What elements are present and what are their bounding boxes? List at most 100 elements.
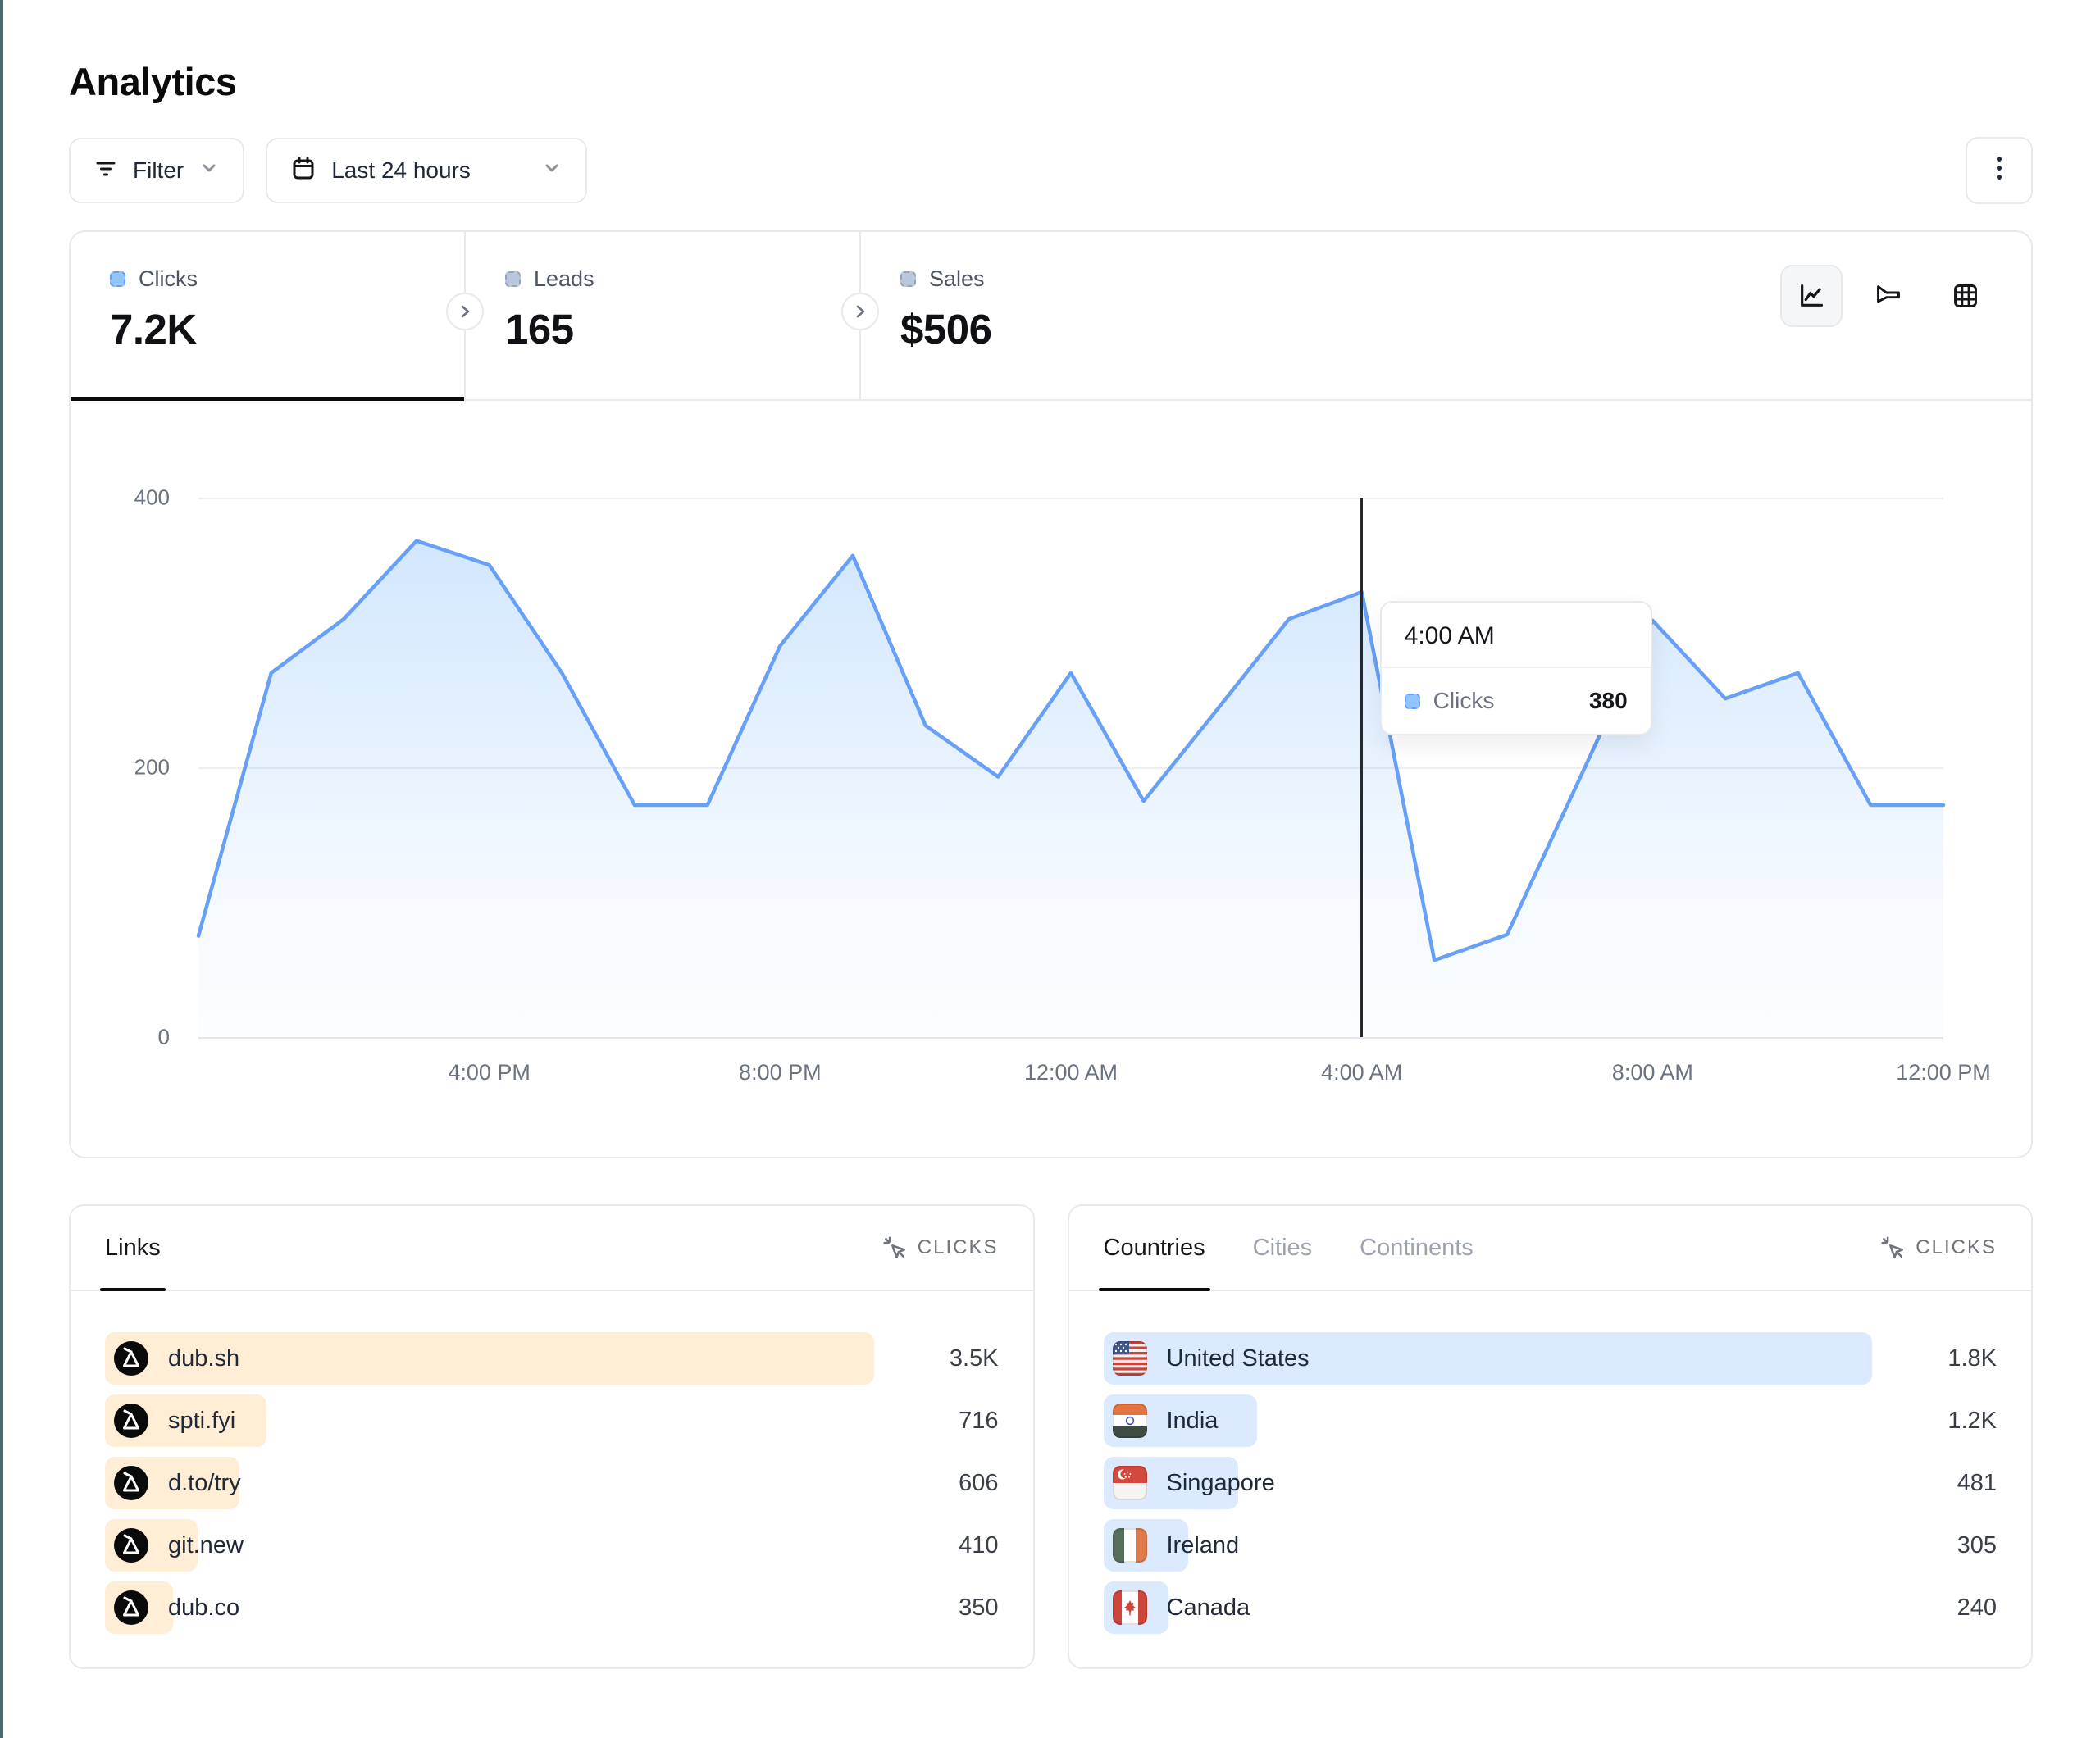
cursor-click-icon	[883, 1236, 905, 1259]
y-axis-tick: 200	[134, 754, 170, 780]
x-axis-line	[198, 1037, 1943, 1039]
country-name: India	[1166, 1407, 1219, 1434]
sales-value: $506	[900, 306, 992, 353]
link-name: git.new	[168, 1531, 244, 1558]
country-name: Ireland	[1166, 1531, 1240, 1558]
link-clicks: 3.5K	[949, 1344, 999, 1372]
country-name: Singapore	[1166, 1469, 1275, 1496]
filter-button-label: Filter	[133, 157, 184, 183]
date-range-button[interactable]: Last 24 hours	[266, 138, 588, 203]
ireland-flag-icon	[1112, 1528, 1147, 1563]
geo-metric-selector[interactable]: CLICKS	[1879, 1235, 1997, 1261]
chart-tooltip: 4:00 AM Clicks 380	[1379, 601, 1652, 735]
line-chart-icon	[1801, 284, 1824, 307]
country-row[interactable]: India 1.2K	[1103, 1394, 1997, 1447]
clicks-legend-swatch	[110, 271, 125, 287]
countries-list: United States 1.8K	[1069, 1291, 2032, 1634]
stat-tab-leads[interactable]: Leads 165	[466, 232, 859, 399]
funnel-view-button[interactable]	[1857, 265, 1920, 327]
stats-row: Clicks 7.2K Leads 165	[71, 232, 2031, 401]
more-options-button[interactable]	[1966, 137, 2033, 204]
expand-leads-button[interactable]	[446, 293, 484, 330]
expand-sales-button[interactable]	[841, 293, 879, 330]
link-name: spti.fyi	[168, 1407, 236, 1434]
country-clicks: 240	[1957, 1594, 1997, 1621]
canada-flag-icon	[1112, 1590, 1147, 1625]
stat-tab-sales[interactable]: Sales $506	[861, 232, 992, 399]
country-bar	[1103, 1332, 1872, 1385]
link-name: dub.co	[168, 1594, 240, 1621]
table-view-button[interactable]	[1934, 265, 1997, 327]
stat-label: Leads	[534, 266, 594, 291]
link-row[interactable]: d.to/try 606	[105, 1457, 999, 1509]
filter-button[interactable]: Filter	[69, 138, 245, 203]
clicks-chart[interactable]: 400 200 0 4:00 AM	[71, 403, 2031, 1157]
x-axis-tick: 12:00 AM	[1023, 1060, 1118, 1085]
chart-hover-line	[1360, 498, 1364, 1037]
links-panel: Links CLICKS	[69, 1204, 1035, 1669]
link-row[interactable]: dub.sh 3.5K	[105, 1332, 999, 1385]
geo-panel: Countries Cities Continents CLICKS	[1067, 1204, 2033, 1669]
stats-divider	[841, 232, 879, 399]
line-chart-view-button[interactable]	[1780, 265, 1843, 327]
filter-icon	[93, 156, 118, 186]
tooltip-series-name: Clicks	[1433, 688, 1495, 713]
table-grid-icon	[1954, 284, 1977, 307]
x-axis-tick: 4:00 PM	[448, 1060, 531, 1085]
chevron-down-icon	[198, 157, 220, 184]
x-axis-tick: 4:00 AM	[1321, 1060, 1403, 1085]
link-clicks: 350	[959, 1594, 999, 1621]
sales-legend-swatch	[900, 271, 916, 287]
calendar-icon	[290, 155, 317, 187]
tooltip-value: 380	[1588, 688, 1628, 713]
link-row[interactable]: dub.co 350	[105, 1581, 999, 1634]
kebab-menu-icon	[1987, 154, 2011, 188]
tooltip-time: 4:00 AM	[1381, 603, 1651, 668]
country-row[interactable]: Ireland 305	[1103, 1519, 1997, 1572]
link-bar	[105, 1332, 874, 1385]
link-clicks: 716	[959, 1407, 999, 1434]
area-chart-canvas	[198, 498, 1943, 1037]
link-row[interactable]: git.new 410	[105, 1519, 999, 1572]
funnel-icon	[1877, 285, 1900, 303]
chart-area-fill	[198, 540, 1943, 1037]
link-row[interactable]: spti.fyi 716	[105, 1394, 999, 1447]
x-axis-labels: 4:00 PM 8:00 PM 12:00 AM 4:00 AM 8:00 AM 12:0…	[198, 1060, 1990, 1093]
page-title: Analytics	[69, 60, 237, 103]
tooltip-clicks-swatch	[1404, 693, 1420, 709]
tab-countries[interactable]: Countries	[1098, 1206, 1210, 1291]
country-name: United States	[1166, 1344, 1310, 1372]
link-name: d.to/try	[168, 1469, 241, 1496]
india-flag-icon	[1112, 1404, 1147, 1438]
y-axis-tick: 400	[134, 485, 170, 510]
link-name: dub.sh	[168, 1344, 240, 1372]
x-axis-tick: 12:00 PM	[1896, 1060, 1991, 1085]
dub-logo-icon	[114, 1590, 148, 1625]
toolbar: Filter Last 24 hours	[69, 137, 2033, 204]
tab-continents[interactable]: Continents	[1360, 1234, 1474, 1261]
chart-line	[198, 541, 1943, 961]
country-row[interactable]: United States 1.8K	[1103, 1332, 1997, 1385]
links-list: dub.sh 3.5K spt	[71, 1291, 1033, 1634]
links-metric-label: CLICKS	[917, 1236, 999, 1258]
stat-tab-clicks[interactable]: Clicks 7.2K	[71, 232, 464, 401]
country-row[interactable]: Singapore 481	[1103, 1457, 1997, 1509]
analytics-page: Analytics Filter Last 24 hours	[3, 0, 2100, 1669]
stats-divider	[446, 232, 484, 399]
tab-cities[interactable]: Cities	[1252, 1234, 1313, 1261]
stat-label: Sales	[929, 266, 985, 291]
links-metric-selector[interactable]: CLICKS	[881, 1235, 999, 1261]
country-row[interactable]: Canada 240	[1103, 1581, 1997, 1634]
x-axis-tick: 8:00 AM	[1611, 1060, 1693, 1085]
country-clicks: 1.8K	[1947, 1344, 1997, 1372]
chevron-down-icon	[541, 157, 563, 184]
dub-logo-icon	[114, 1341, 148, 1376]
x-axis-tick: 8:00 PM	[739, 1060, 822, 1085]
tab-links[interactable]: Links	[100, 1206, 166, 1291]
stat-label: Clicks	[139, 266, 198, 291]
country-clicks: 305	[1957, 1531, 1997, 1558]
link-clicks: 410	[959, 1531, 999, 1558]
country-name: Canada	[1166, 1594, 1250, 1621]
geo-metric-label: CLICKS	[1916, 1236, 1997, 1258]
analytics-card: Clicks 7.2K Leads 165	[69, 230, 2033, 1158]
